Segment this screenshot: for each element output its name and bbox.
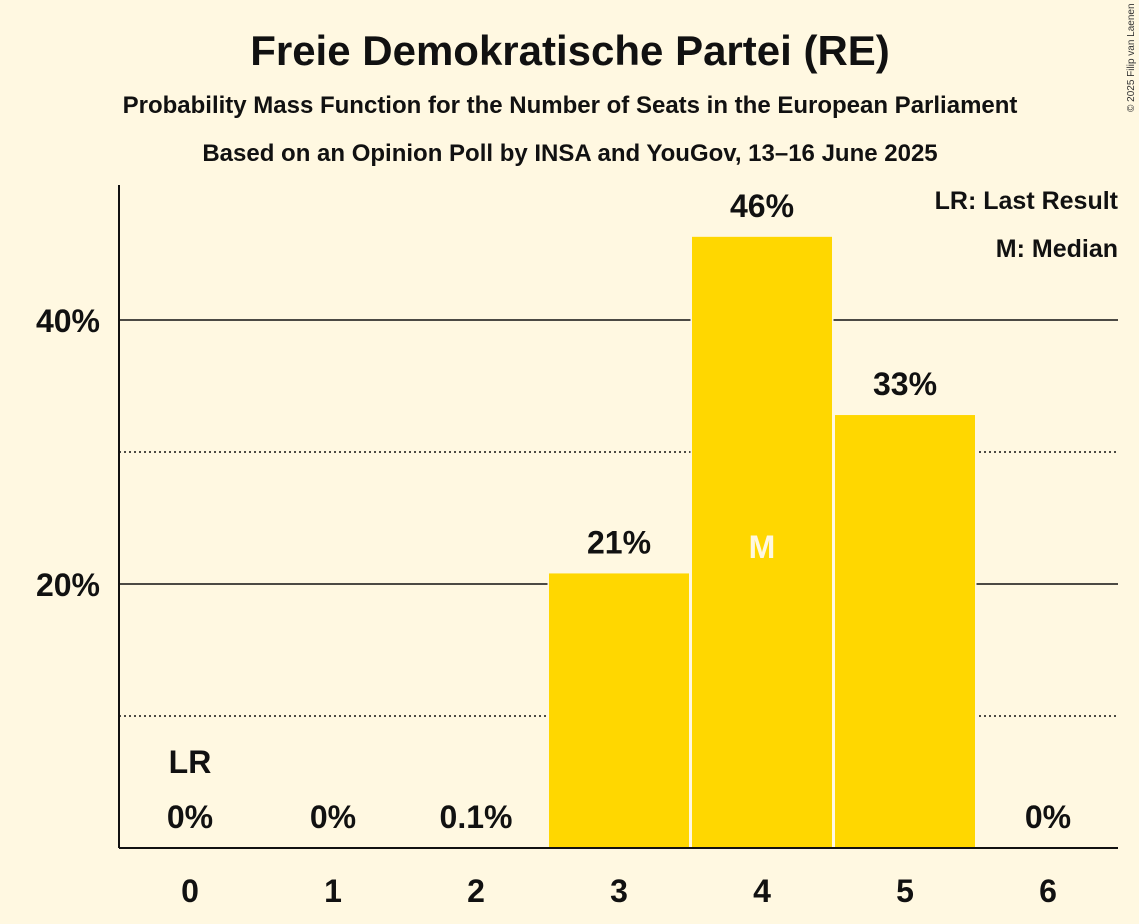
value-labels: 0% 0% 0.1% 21% 46% 33% 0% LR M — [167, 188, 1071, 835]
median-marker: M — [749, 529, 776, 565]
chart-title: Freie Demokratische Partei (RE) — [250, 27, 890, 74]
bar — [835, 415, 975, 848]
value-label: 0% — [1025, 799, 1071, 835]
x-tick-label: 4 — [753, 873, 771, 909]
x-tick-label: 0 — [181, 873, 199, 909]
chart-subtitle: Probability Mass Function for the Number… — [123, 92, 1018, 119]
y-tick-label: 20% — [36, 567, 100, 603]
last-result-marker: LR — [169, 744, 212, 780]
y-tick-label: 40% — [36, 303, 100, 339]
value-label: 46% — [730, 188, 794, 224]
x-tick-label: 1 — [324, 873, 342, 909]
axes: 20% 40% 0 1 2 3 4 5 6 — [20, 185, 1118, 909]
bar — [549, 573, 689, 848]
bars — [547, 233, 977, 849]
value-label: 21% — [587, 524, 651, 560]
x-tick-label: 2 — [467, 873, 485, 909]
copyright-notice: © 2025 Filip van Laenen — [1126, 3, 1137, 112]
legend-median: M: Median — [996, 235, 1118, 263]
legend-last-result: LR: Last Result — [935, 187, 1119, 215]
x-tick-label: 5 — [896, 873, 914, 909]
bar — [692, 236, 832, 849]
x-tick-label: 6 — [1039, 873, 1057, 909]
y-tick-bg — [20, 296, 110, 342]
value-label: 0% — [310, 799, 356, 835]
x-tick-label: 3 — [610, 873, 628, 909]
value-label: 33% — [873, 366, 937, 402]
chart-subtitle-source: Based on an Opinion Poll by INSA and You… — [202, 140, 937, 167]
value-label: 0.1% — [440, 799, 513, 835]
y-tick-bg — [20, 560, 110, 606]
value-label: 0% — [167, 799, 213, 835]
